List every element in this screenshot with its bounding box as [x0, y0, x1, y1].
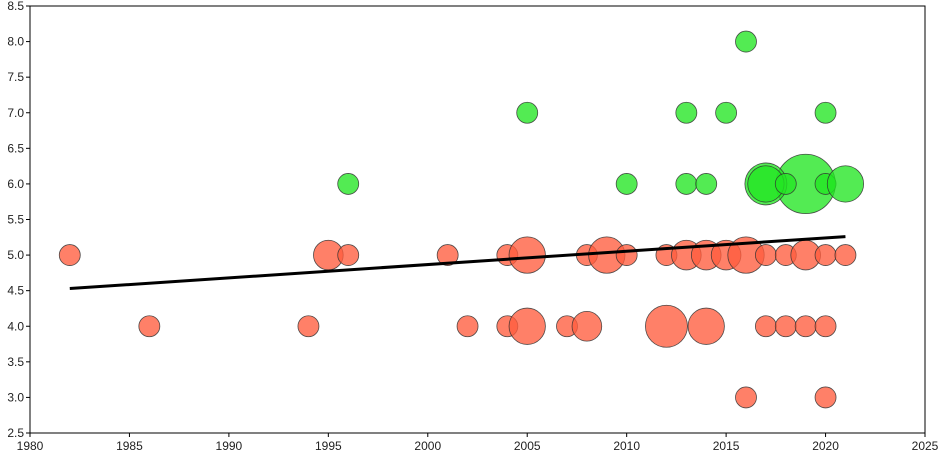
y-tick-label: 3.5	[7, 355, 24, 369]
y-tick-label: 5.0	[7, 248, 24, 262]
y-tick-label: 5.5	[7, 213, 24, 227]
red-bubble-point	[687, 307, 725, 345]
x-tick-label: 2015	[713, 439, 740, 453]
y-tick-label: 4.5	[7, 284, 24, 298]
y-tick-label: 7.5	[7, 70, 24, 84]
y-tick-label: 6.0	[7, 177, 24, 191]
red-bubble-point	[571, 311, 603, 342]
green-bubble-point	[826, 165, 865, 203]
red-bubble-point	[814, 386, 837, 409]
red-bubble-point	[58, 244, 81, 266]
green-bubble-point	[675, 101, 698, 124]
green-bubble-point	[675, 173, 698, 195]
green-bubble-point	[735, 30, 757, 53]
green-bubble-point	[814, 101, 837, 124]
x-tick-label: 2010	[613, 439, 640, 453]
axes-layer	[26, 5, 926, 437]
red-bubble-point	[297, 315, 320, 338]
x-tick-label: 2005	[514, 439, 541, 453]
x-tick-label: 1980	[17, 439, 44, 453]
tick-label-layer: 1980 1985 1990 1995 2000 2005 2010 2015 2020 2025…	[7, 0, 938, 453]
red-bubble-point	[337, 244, 360, 266]
red-bubble-point	[508, 236, 546, 274]
y-tick-label: 7.0	[7, 106, 24, 120]
red-bubble-point	[814, 315, 837, 338]
red-bubble-point	[645, 304, 688, 348]
x-tick-label: 2025	[912, 439, 939, 453]
red-bubble-point	[138, 315, 161, 338]
y-tick-label: 3.0	[7, 390, 24, 404]
x-tick-label: 1985	[116, 439, 143, 453]
red-bubble-point	[735, 386, 757, 409]
red-bubble-point	[615, 244, 638, 266]
green-bubble-point	[774, 173, 797, 195]
red-bubble-point	[754, 244, 777, 266]
y-tick-label: 6.5	[7, 141, 24, 155]
x-tick-label: 2000	[414, 439, 441, 453]
y-tick-label: 8.0	[7, 35, 24, 49]
red-bubble-point	[774, 315, 797, 338]
red-bubble-point	[834, 244, 857, 266]
red-bubble-point	[814, 244, 837, 266]
red-bubble-point	[754, 315, 777, 338]
green-bubble-point	[695, 173, 718, 195]
y-tick-label: 8.5	[7, 0, 24, 13]
y-tick-label: 2.5	[7, 426, 24, 440]
green-bubble-point	[516, 101, 539, 124]
red-bubble-point	[436, 244, 459, 266]
x-tick-label: 1990	[216, 439, 243, 453]
red-bubble-point	[508, 307, 546, 345]
x-tick-label: 1995	[315, 439, 342, 453]
red-bubble-point	[456, 315, 479, 338]
green-bubble-point	[615, 173, 638, 195]
plot-frame	[29, 5, 926, 434]
y-tick-label: 4.0	[7, 319, 24, 333]
trend-line	[69, 235, 846, 291]
bubble-layer	[58, 30, 865, 409]
green-bubble-point	[715, 101, 738, 124]
green-bubble-point	[337, 173, 360, 195]
trend-layer	[69, 235, 846, 291]
red-bubble-point	[794, 315, 817, 338]
x-tick-label: 2020	[812, 439, 839, 453]
